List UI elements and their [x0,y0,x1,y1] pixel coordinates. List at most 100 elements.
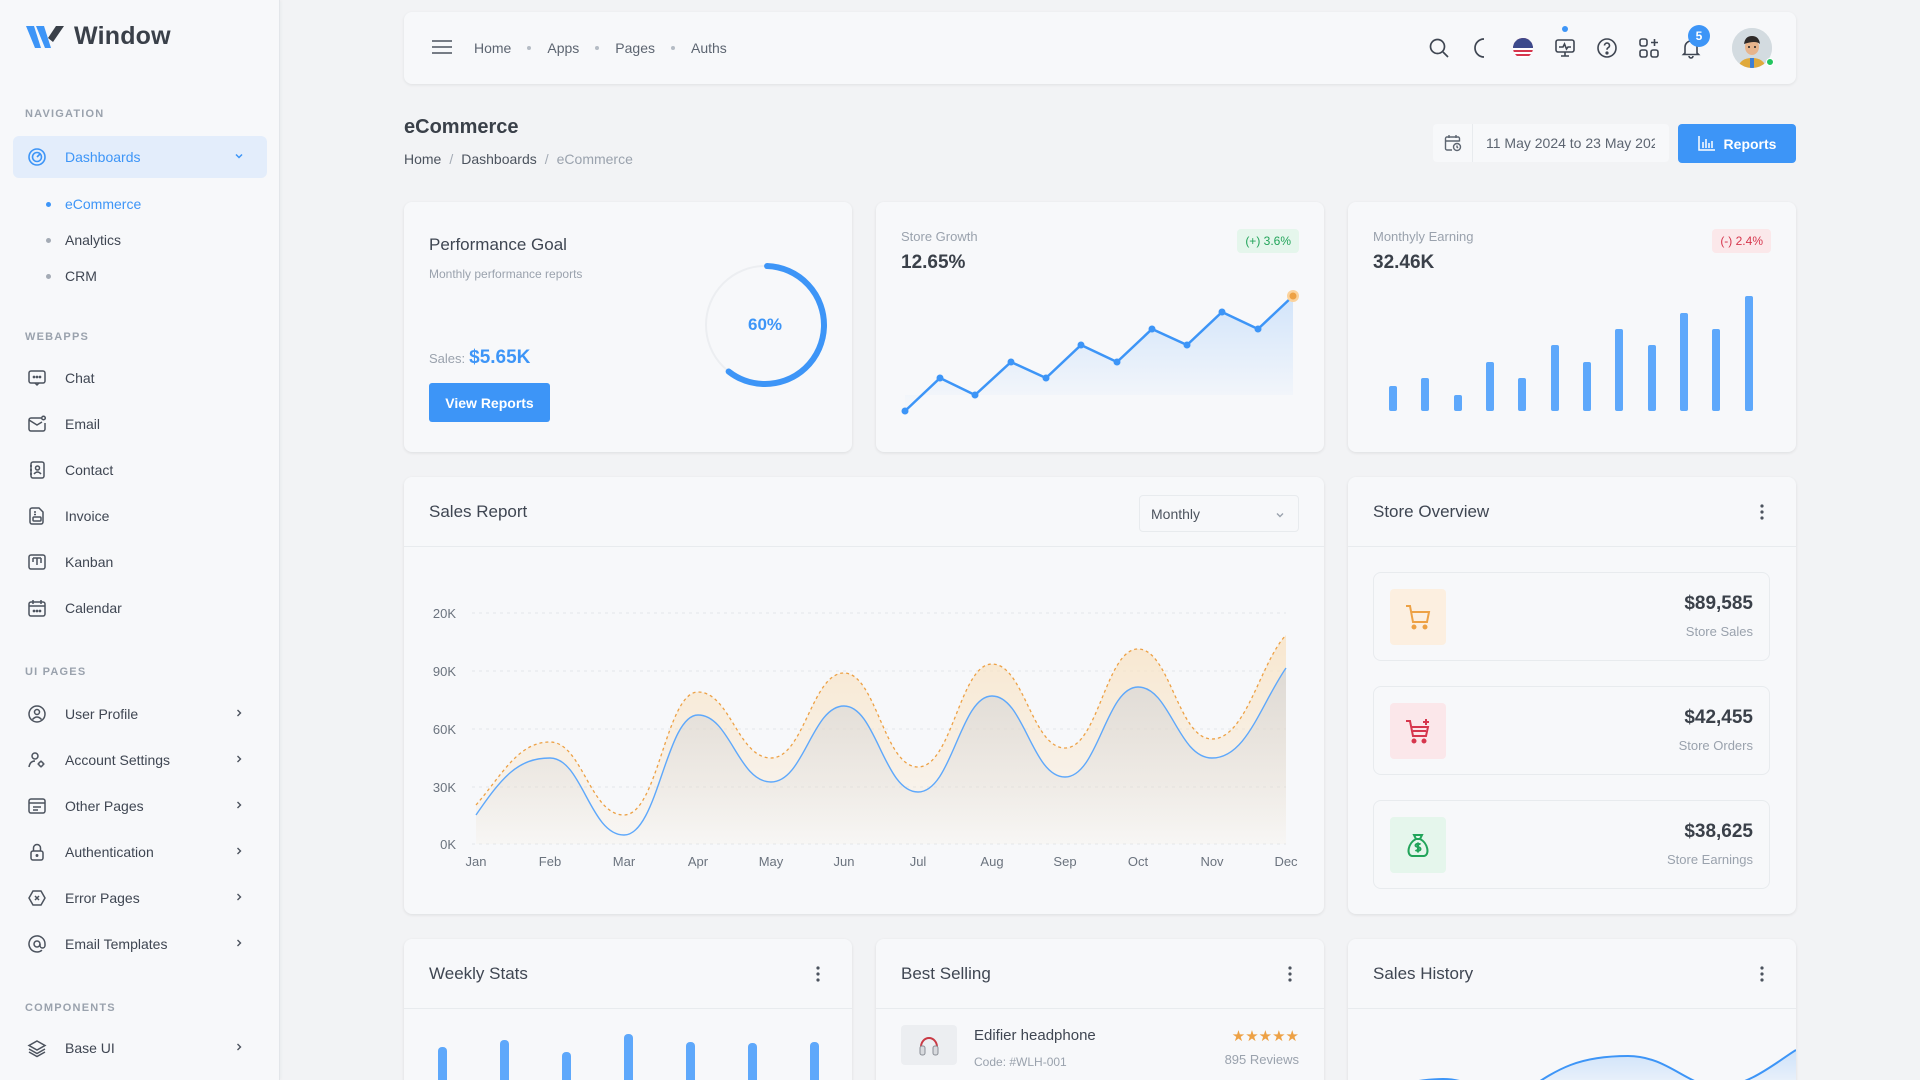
overview-value: $89,585 [1684,593,1753,614]
bullet-icon [46,273,51,279]
sidebar-subitem-crm[interactable]: CRM [46,268,97,284]
lock-icon [27,842,47,862]
overview-label: Store Orders [1678,738,1753,753]
window-logo-icon [26,25,64,48]
user-cog-icon [27,750,47,770]
sales-value: $5.65K [469,347,531,368]
stat-value: 32.46K [1373,252,1435,273]
sidebar-item-base-ui[interactable]: Base UI [13,1027,267,1069]
star-rating-icon: ★★★★★ [1231,1028,1299,1045]
avatar[interactable] [1732,28,1774,68]
svg-text:Sep: Sep [1053,854,1076,869]
top-link-home[interactable]: Home [474,40,512,56]
hamburger-menu-icon[interactable] [432,38,452,61]
separator-dot [670,46,675,50]
sidebar-item-invoice[interactable]: Invoice [13,495,267,537]
sidebar-item-authentication[interactable]: Authentication [13,831,267,873]
card-title: Sales History [1373,963,1474,983]
top-link-apps[interactable]: Apps [547,40,580,56]
error-x-icon [27,888,47,908]
sidebar-item-chat[interactable]: Chat [13,357,267,399]
weekly-stats-card: Weekly Stats [404,939,852,1080]
card-header: Sales History [1348,939,1796,1009]
mail-icon [27,414,47,434]
svg-text:Aug: Aug [980,854,1003,869]
sidebar-item-email[interactable]: Email [13,403,267,445]
card-title: Weekly Stats [429,963,528,983]
more-vertical-icon[interactable] [1280,964,1300,984]
bar-chart-icon [1697,136,1715,151]
svg-text:Oct: Oct [1128,854,1149,869]
sales-report-area-chart: 20K 90K 60K 30K 0K Jan Feb Mar Apr May J… [433,606,1298,869]
sidebar-item-other-pages[interactable]: Other Pages [13,785,267,827]
overview-label: Store Sales [1685,624,1753,639]
date-range-picker[interactable]: 11 May 2024 to 23 May 2024 [1433,124,1669,162]
sidebar-item-calendar[interactable]: Calendar [13,587,267,629]
chevron-down-icon [1274,508,1286,524]
sidebar-item-error-pages[interactable]: Error Pages [13,877,267,919]
svg-text:Jun: Jun [834,854,855,869]
card-subtitle: Monthly performance reports [429,267,583,281]
sidebar-item-dashboards[interactable]: Dashboards [13,136,267,178]
card-title: Sales Report [429,501,528,521]
svg-text:Nov: Nov [1200,854,1224,869]
card-header: Sales Report [404,477,1324,547]
sidebar-subitem-analytics[interactable]: Analytics [46,232,121,248]
chevron-down-icon [233,149,245,165]
sidebar-item-email-templates[interactable]: Email Templates [13,923,267,965]
store-growth-card: Store Growth 12.65% (+) 3.6% [876,202,1324,452]
overview-value: $42,455 [1684,707,1753,728]
breadcrumb-dashboards[interactable]: Dashboards [461,151,537,167]
more-vertical-icon[interactable] [1752,964,1772,984]
svg-text:Jul: Jul [910,854,927,869]
change-badge-negative: (-) 2.4% [1712,229,1771,253]
stat-value: 12.65% [901,252,966,273]
store-orders-item: $42,455 Store Orders [1373,686,1770,775]
y-tick: 0K [440,837,456,852]
sales-summary: Sales: $5.65K [429,347,531,368]
card-header: Store Overview [1348,477,1796,547]
y-tick: 90K [433,664,456,679]
view-reports-button[interactable]: View Reports [429,383,550,422]
separator-dot [595,46,600,50]
svg-text:Apr: Apr [688,854,709,869]
section-ui-pages: UI PAGES [25,666,87,678]
sidebar-subitem-ecommerce[interactable]: eCommerce [46,196,141,212]
cart-plus-icon [1390,703,1446,759]
notification-count-badge: 5 [1688,25,1710,47]
help-icon[interactable] [1596,37,1618,59]
monitor-pulse-icon[interactable] [1554,26,1576,59]
us-flag-icon[interactable] [1512,37,1534,59]
sidebar-item-user-profile[interactable]: User Profile [13,693,267,735]
reports-button[interactable]: Reports [1678,124,1796,163]
top-link-auths[interactable]: Auths [690,40,727,56]
period-select[interactable]: Monthly [1139,495,1299,532]
layers-icon [27,1038,47,1058]
search-icon[interactable] [1428,37,1450,59]
more-vertical-icon[interactable] [1752,502,1772,522]
bullet-icon [46,201,51,207]
brand-logo[interactable]: Window [26,22,171,51]
top-link-pages[interactable]: Pages [615,40,655,56]
apps-add-icon[interactable] [1638,37,1660,59]
more-vertical-icon[interactable] [808,964,828,984]
bell-icon[interactable]: 5 [1680,25,1710,59]
cart-icon [1390,589,1446,645]
performance-goal-card: Performance Goal Monthly performance rep… [404,202,852,452]
svg-text:Dec: Dec [1274,854,1298,869]
y-tick: 30K [433,780,456,795]
chevron-right-icon [233,752,245,768]
breadcrumb-home[interactable]: Home [404,151,442,167]
indicator-dot [1562,26,1568,32]
section-webapps: WEBAPPS [25,331,90,343]
brand-name: Window [74,22,171,50]
store-growth-line-chart [901,290,1299,415]
sidebar-item-kanban[interactable]: Kanban [13,541,267,583]
stat-label: Store Growth [901,229,978,244]
svg-text:Feb: Feb [539,854,561,869]
top-actions: 5 [1428,12,1774,84]
sidebar-item-account-settings[interactable]: Account Settings [13,739,267,781]
moon-icon[interactable] [1470,37,1492,59]
sidebar-item-contact[interactable]: Contact [13,449,267,491]
invoice-icon [27,506,47,526]
